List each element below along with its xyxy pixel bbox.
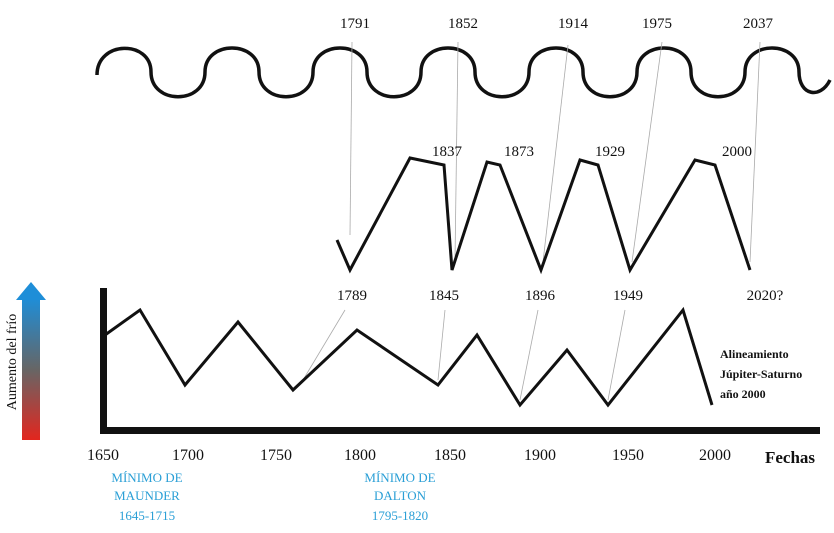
cold-gradient — [22, 298, 40, 440]
x-tick-label: 1900 — [524, 447, 556, 464]
arrow-head — [16, 282, 46, 300]
high-label: 1929 — [595, 144, 625, 160]
x-tick-label: 1650 — [87, 447, 119, 464]
low-label: 1845 — [429, 288, 459, 304]
x-tick-label: 2000 — [699, 447, 731, 464]
y-axis — [100, 288, 107, 434]
annotation: Alineamiento — [720, 347, 789, 361]
low-label: 2020? — [747, 288, 784, 304]
x-axis — [100, 427, 820, 434]
x-tick-label: 1700 — [172, 447, 204, 464]
y-label: Aumento del frío — [5, 314, 20, 410]
minimum-label: MÍNIMO DE — [111, 470, 182, 485]
low-label: 1789 — [337, 288, 367, 304]
wave — [95, 46, 832, 99]
minimum-label: MAUNDER — [114, 488, 180, 503]
minimum-label: MÍNIMO DE — [364, 470, 435, 485]
x-tick-label: 1950 — [612, 447, 644, 464]
low-label: 1896 — [525, 288, 556, 304]
annotation: año 2000 — [720, 387, 766, 401]
high-label: 1873 — [504, 144, 534, 160]
x-tick-label: 1750 — [260, 447, 292, 464]
minimum-label: 1795-1820 — [372, 508, 428, 523]
x-label: Fechas — [765, 448, 815, 467]
bottom-zigzag — [104, 306, 714, 408]
low-label: 1949 — [613, 288, 643, 304]
top-label: 1852 — [448, 16, 478, 32]
middle-zigzag — [335, 156, 752, 275]
top-label: 2037 — [743, 16, 774, 32]
minimum-label: 1645-1715 — [119, 508, 175, 523]
top-label: 1914 — [558, 16, 589, 32]
minimum-label: DALTON — [374, 488, 427, 503]
top-label: 1791 — [340, 16, 370, 32]
high-label: 2000 — [722, 144, 752, 160]
high-label: 1837 — [432, 144, 463, 160]
top-label: 1975 — [642, 16, 672, 32]
x-tick-label: 1850 — [434, 447, 466, 464]
annotation: Júpiter-Saturno — [720, 367, 802, 381]
x-tick-label: 1800 — [344, 447, 376, 464]
connectors — [299, 41, 761, 401]
